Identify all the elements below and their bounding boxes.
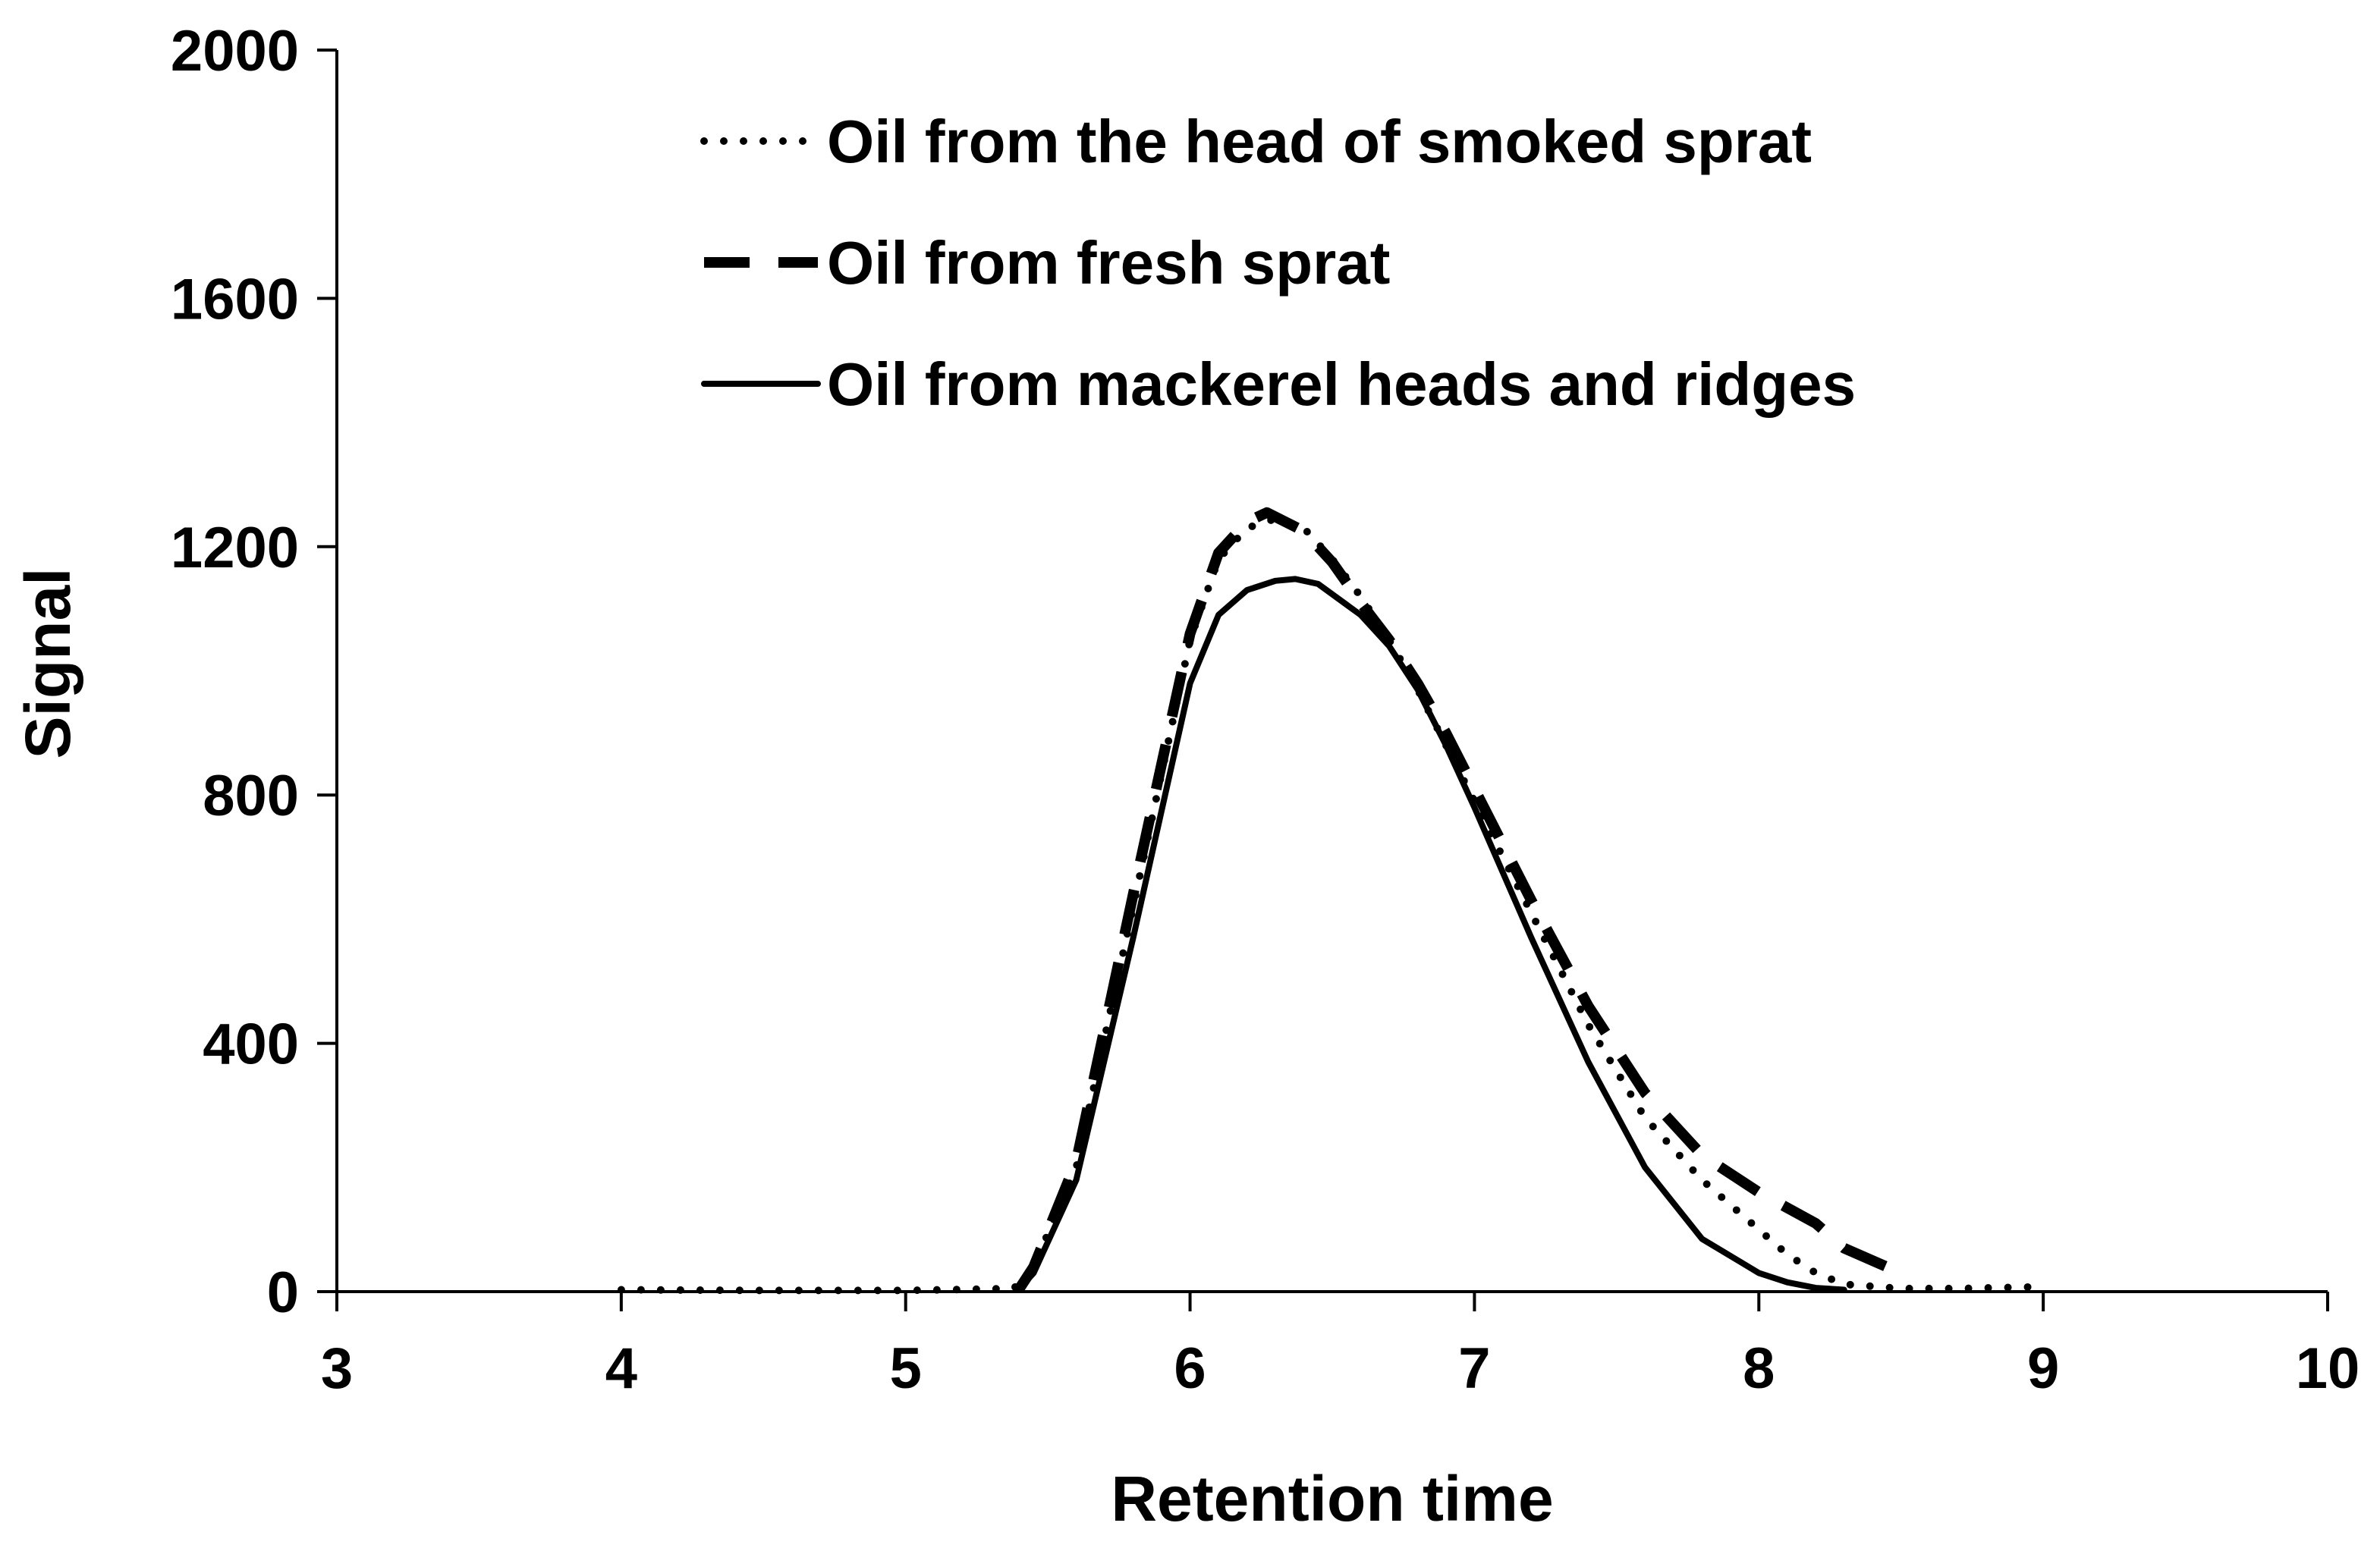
- legend-label: Oil from mackerel heads and ridges: [827, 350, 1856, 418]
- x-axis-title: Retention time: [1111, 1463, 1553, 1534]
- legend-label: Oil from the head of smoked sprat: [827, 108, 1812, 175]
- y-ticks: 0 400 800 1200 1600 2000: [171, 19, 337, 1325]
- y-tick-label: 1600: [171, 267, 299, 331]
- x-tick-label: 4: [605, 1336, 637, 1401]
- x-tick-label: 5: [890, 1336, 922, 1401]
- legend-label: Oil from fresh sprat: [827, 229, 1390, 297]
- series-line-dashed: [1014, 507, 1889, 1292]
- series-line-solid: [1016, 576, 1847, 1293]
- x-tick-label: 9: [2027, 1336, 2059, 1401]
- x-tick-label: 10: [2296, 1336, 2360, 1401]
- y-tick-label: 800: [203, 764, 299, 828]
- y-tick-label: 0: [267, 1261, 299, 1325]
- axes: 0 400 800 1200 1600 2000 3 4 5 6 7 8 9 10: [171, 19, 2360, 1401]
- series-layer: [617, 507, 2048, 1295]
- x-tick-label: 3: [321, 1336, 353, 1401]
- y-tick-label: 400: [203, 1013, 299, 1077]
- x-tick-label: 6: [1174, 1336, 1206, 1401]
- y-tick-label: 2000: [171, 19, 299, 83]
- x-ticks: 3 4 5 6 7 8 9 10: [321, 1292, 2360, 1401]
- y-tick-label: 1200: [171, 516, 299, 580]
- legend: Oil from the head of smoked sprat Oil fro…: [700, 108, 1856, 418]
- series-line-dotted: [617, 515, 2048, 1295]
- x-tick-label: 7: [1458, 1336, 1490, 1401]
- x-tick-label: 8: [1743, 1336, 1775, 1401]
- y-axis-title: Signal: [12, 567, 83, 758]
